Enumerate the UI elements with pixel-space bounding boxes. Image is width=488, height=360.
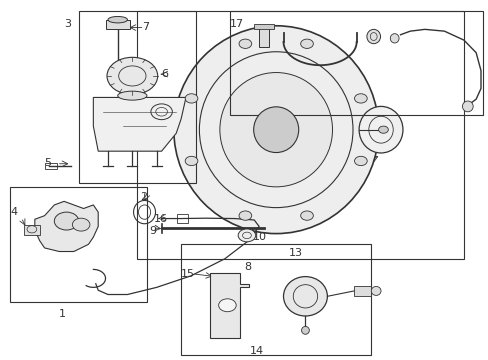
Circle shape (54, 212, 79, 230)
Text: 9: 9 (149, 226, 156, 237)
Bar (353, 285, 370, 296)
Text: 3: 3 (64, 19, 71, 28)
Text: 8: 8 (244, 262, 251, 272)
Bar (229, 12, 483, 115)
Bar (137, 12, 463, 259)
Text: 14: 14 (249, 346, 263, 356)
Circle shape (107, 57, 158, 95)
Ellipse shape (253, 107, 298, 153)
Text: 2: 2 (140, 192, 146, 202)
Bar (44, 163, 57, 169)
Bar (10, 187, 147, 302)
Text: 12: 12 (147, 119, 161, 129)
Circle shape (378, 126, 387, 133)
Text: 15: 15 (181, 269, 195, 279)
Text: 7: 7 (142, 22, 149, 32)
Text: 1: 1 (59, 309, 66, 319)
Ellipse shape (370, 287, 380, 296)
Text: 16: 16 (154, 214, 168, 224)
Bar (254, 24, 273, 30)
Circle shape (72, 218, 90, 231)
Circle shape (185, 94, 198, 103)
Bar (177, 214, 187, 223)
Circle shape (354, 94, 366, 103)
Bar (79, 12, 195, 184)
Text: 17: 17 (229, 19, 244, 28)
Circle shape (238, 229, 255, 242)
Text: 10: 10 (253, 232, 267, 242)
Bar (259, 27, 268, 46)
Ellipse shape (358, 107, 402, 153)
Ellipse shape (108, 17, 127, 23)
Ellipse shape (220, 72, 332, 187)
Polygon shape (35, 201, 98, 252)
Bar (105, 21, 130, 30)
Ellipse shape (173, 26, 378, 234)
Ellipse shape (462, 101, 472, 112)
Circle shape (239, 211, 251, 220)
Circle shape (354, 156, 366, 166)
Circle shape (300, 211, 313, 220)
Text: 5: 5 (44, 158, 51, 168)
Bar (181, 244, 370, 355)
Circle shape (239, 39, 251, 48)
Bar (24, 225, 40, 235)
Text: 6: 6 (161, 69, 168, 79)
Circle shape (300, 39, 313, 48)
Circle shape (185, 156, 198, 166)
Circle shape (218, 299, 236, 312)
Ellipse shape (301, 327, 309, 334)
Polygon shape (210, 273, 249, 338)
Ellipse shape (283, 276, 327, 316)
Polygon shape (93, 98, 185, 151)
Ellipse shape (366, 30, 380, 44)
Ellipse shape (389, 33, 398, 43)
Text: 13: 13 (288, 248, 302, 258)
Text: 11: 11 (356, 158, 370, 168)
Ellipse shape (118, 91, 147, 100)
Text: 4: 4 (10, 207, 18, 217)
